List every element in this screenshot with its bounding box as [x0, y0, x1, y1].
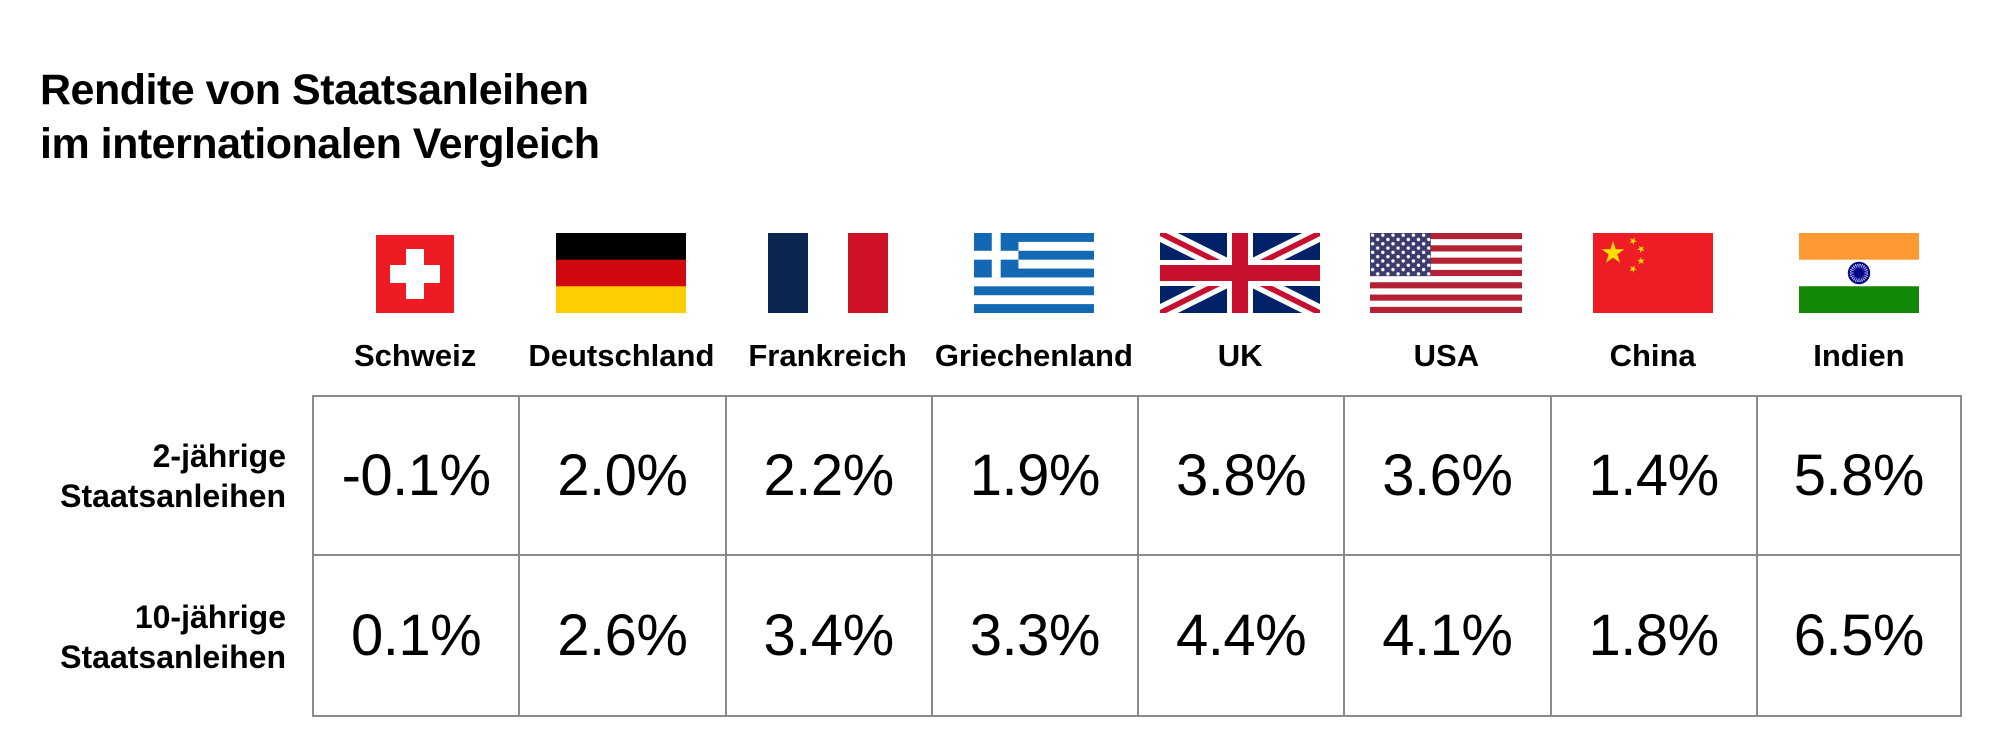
- france-flag-icon: [767, 233, 888, 313]
- cell-10y-usa: 4.1%: [1343, 556, 1550, 717]
- flag-box: [376, 233, 455, 313]
- switzerland-flag-icon: [376, 235, 455, 313]
- cell-2y-usa: 3.6%: [1343, 395, 1550, 556]
- country-label: Deutschland: [528, 338, 715, 373]
- cell-2y-indien: 5.8%: [1755, 395, 1962, 556]
- flag-box: [1370, 233, 1523, 313]
- flag-box: [973, 233, 1094, 313]
- cell-10y-china: 1.8%: [1549, 556, 1756, 717]
- title-line-2: im internationalen Vergleich: [40, 119, 600, 168]
- row-label-line-2: Staatsanleihen: [60, 477, 286, 514]
- page-title: Rendite von Staatsanleihen im internatio…: [40, 63, 600, 171]
- cell-2y-schweiz: -0.1%: [312, 395, 519, 556]
- cell-10y-griechenland: 3.3%: [930, 556, 1137, 717]
- country-column-schweiz: Schweiz: [312, 233, 518, 371]
- row-label-line-2: Staatsanleihen: [60, 638, 286, 675]
- row-label-10y: 10-jährige Staatsanleihen: [0, 556, 312, 717]
- cell-10y-deutschland: 2.6%: [518, 556, 725, 717]
- bond-yield-table: 2-jährige Staatsanleihen -0.1% 2.0% 2.2%…: [0, 395, 1962, 717]
- germany-flag-icon: [556, 233, 687, 313]
- country-column-frankreich: Frankreich: [725, 233, 931, 371]
- uk-flag-icon: [1160, 233, 1321, 313]
- usa-flag-icon: [1370, 233, 1523, 313]
- country-column-china: China: [1550, 233, 1756, 371]
- title-line-1: Rendite von Staatsanleihen: [40, 65, 589, 114]
- cell-2y-china: 1.4%: [1549, 395, 1756, 556]
- row-label-line-1: 10-jährige: [134, 598, 286, 635]
- country-label: UK: [1217, 338, 1263, 373]
- country-header-row: Schweiz Deutschland Frankreich: [312, 233, 1962, 371]
- flag-box: [767, 233, 888, 313]
- country-label: Frankreich: [748, 338, 907, 373]
- cell-2y-griechenland: 1.9%: [930, 395, 1137, 556]
- country-column-deutschland: Deutschland: [518, 233, 724, 371]
- flag-box: [1592, 233, 1713, 313]
- flag-box: [1160, 233, 1321, 313]
- country-label: China: [1609, 338, 1696, 373]
- country-column-uk: UK: [1137, 233, 1343, 371]
- country-label: Griechenland: [934, 338, 1133, 373]
- greece-flag-icon: [973, 233, 1094, 313]
- china-flag-icon: [1592, 233, 1713, 313]
- cell-2y-deutschland: 2.0%: [518, 395, 725, 556]
- cell-10y-frankreich: 3.4%: [724, 556, 931, 717]
- country-column-usa: USA: [1343, 233, 1549, 371]
- flag-box: [1798, 233, 1919, 313]
- country-column-indien: Indien: [1756, 233, 1962, 371]
- cell-2y-uk: 3.8%: [1137, 395, 1344, 556]
- cell-10y-indien: 6.5%: [1755, 556, 1962, 717]
- country-label: USA: [1413, 338, 1480, 373]
- cell-2y-frankreich: 2.2%: [724, 395, 931, 556]
- india-flag-icon: [1798, 233, 1919, 313]
- country-column-griechenland: Griechenland: [931, 233, 1137, 371]
- cell-10y-uk: 4.4%: [1137, 556, 1344, 717]
- row-label-line-1: 2-jährige: [152, 437, 286, 474]
- country-label: Indien: [1813, 338, 1905, 373]
- country-label: Schweiz: [353, 338, 477, 373]
- flag-box: [556, 233, 687, 313]
- row-label-2y: 2-jährige Staatsanleihen: [0, 395, 312, 556]
- cell-10y-schweiz: 0.1%: [312, 556, 519, 717]
